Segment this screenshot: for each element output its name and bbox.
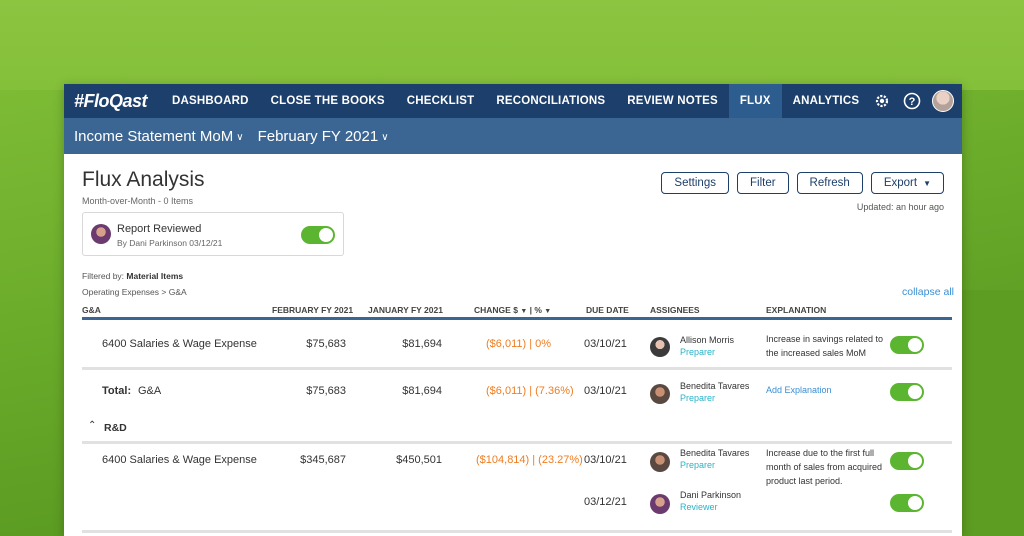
report-selector[interactable]: Income Statement MoM ∨ bbox=[74, 128, 244, 145]
explanation-text[interactable]: Increase due to the first full month of … bbox=[766, 448, 883, 486]
assignee-role: Preparer bbox=[680, 460, 716, 470]
feb-value: $345,687 bbox=[300, 454, 346, 466]
gear-icon[interactable] bbox=[872, 91, 892, 111]
row-divider bbox=[82, 367, 952, 370]
filter-summary: Filtered by: Material Items bbox=[82, 271, 183, 281]
add-explanation-link[interactable]: Add Explanation bbox=[766, 385, 832, 395]
assignee-name: Dani Parkinson bbox=[680, 490, 742, 500]
change-value: ($104,814) | (23.27%) bbox=[476, 454, 583, 466]
export-button[interactable]: Export ▼ bbox=[870, 172, 944, 194]
change-value: ($6,011) | 0% bbox=[486, 338, 552, 350]
header-january[interactable]: JANUARY FY 2021 bbox=[368, 305, 443, 315]
header-due-date[interactable]: DUE DATE bbox=[586, 305, 629, 315]
period-selector[interactable]: February FY 2021 ∨ bbox=[258, 128, 389, 145]
main-content: Flux Analysis Month-over-Month - 0 Items… bbox=[68, 154, 958, 536]
collapse-all-link[interactable]: collapse all bbox=[902, 286, 954, 298]
section-label: R&D bbox=[104, 422, 127, 434]
account-name: 6400 Salaries & Wage Expense bbox=[102, 338, 257, 350]
table-header: G&A FEBRUARY FY 2021 JANUARY FY 2021 CHA… bbox=[82, 302, 952, 320]
nav-close-the-books[interactable]: CLOSE THE BOOKS bbox=[270, 95, 385, 107]
filter-prefix: Filtered by: bbox=[82, 271, 125, 281]
change-value: ($6,011) | (7.36%) bbox=[486, 385, 574, 397]
caret-down-icon: ▼ bbox=[520, 308, 528, 315]
page-subtitle: Month-over-Month - 0 Items bbox=[82, 196, 194, 206]
header-change-label: CHANGE $ bbox=[474, 305, 518, 315]
due-date: 03/10/21 bbox=[584, 338, 627, 350]
nav-analytics[interactable]: ANALYTICS bbox=[792, 95, 860, 107]
app-window: #FloQast DASHBOARD CLOSE THE BOOKS CHECK… bbox=[64, 84, 962, 536]
header-pct-label: % bbox=[534, 305, 542, 315]
explanation-toggle[interactable] bbox=[890, 336, 924, 354]
avatar bbox=[650, 337, 670, 357]
svg-text:?: ? bbox=[909, 96, 916, 108]
caret-down-icon: ▼ bbox=[923, 178, 931, 188]
export-label: Export bbox=[883, 177, 918, 189]
jan-value: $81,694 bbox=[402, 338, 442, 350]
user-avatar[interactable] bbox=[932, 90, 954, 112]
assignee-name: Allison Morris bbox=[680, 335, 735, 345]
chevron-down-icon: ∨ bbox=[236, 131, 244, 143]
report-selector-label: Income Statement MoM bbox=[74, 127, 234, 145]
settings-button[interactable]: Settings bbox=[661, 172, 729, 194]
table-row-total[interactable]: Total: G&A $75,683 $81,694 ($6,011) | (7… bbox=[82, 372, 952, 412]
feb-value: $75,683 bbox=[306, 338, 346, 350]
breadcrumb: Operating Expenses > G&A bbox=[82, 287, 187, 297]
due-date: 03/10/21 bbox=[584, 454, 627, 466]
table-row[interactable]: 6400 Salaries & Wage Expense $345,687 $4… bbox=[82, 446, 952, 526]
assignee-role: Preparer bbox=[680, 347, 716, 357]
header-february[interactable]: FEBRUARY FY 2021 bbox=[272, 305, 354, 315]
nav-review-notes[interactable]: REVIEW NOTES bbox=[627, 95, 718, 107]
explanation-toggle[interactable] bbox=[890, 383, 924, 401]
page-title: Flux Analysis bbox=[82, 168, 205, 191]
floqast-logo: #FloQast bbox=[74, 90, 148, 111]
avatar bbox=[91, 224, 111, 244]
avatar bbox=[650, 494, 670, 514]
due-date: 03/12/21 bbox=[584, 496, 627, 508]
sub-navigation: Income Statement MoM ∨ February FY 2021 … bbox=[64, 118, 962, 154]
jan-value: $450,501 bbox=[396, 454, 442, 466]
explanation-toggle[interactable] bbox=[890, 452, 924, 470]
nav-flux[interactable]: FLUX bbox=[728, 84, 782, 118]
avatar bbox=[650, 384, 670, 404]
header-explanation: EXPLANATION bbox=[766, 305, 827, 315]
header-group: G&A bbox=[82, 305, 101, 315]
filter-button[interactable]: Filter bbox=[736, 172, 789, 194]
updated-timestamp: Updated: an hour ago bbox=[856, 202, 944, 212]
nav-reconciliations[interactable]: RECONCILIATIONS bbox=[496, 95, 606, 107]
row-divider bbox=[82, 530, 952, 533]
total-account: G&A bbox=[138, 385, 162, 397]
nav-checklist[interactable]: CHECKLIST bbox=[406, 95, 475, 107]
jan-value: $81,694 bbox=[402, 385, 442, 397]
due-date: 03/10/21 bbox=[584, 385, 627, 397]
assignee-role: Preparer bbox=[680, 393, 716, 403]
top-navigation: #FloQast DASHBOARD CLOSE THE BOOKS CHECK… bbox=[64, 84, 962, 118]
caret-down-icon: ▼ bbox=[544, 308, 552, 315]
period-selector-label: February FY 2021 bbox=[257, 127, 379, 145]
nav-dashboard[interactable]: DASHBOARD bbox=[172, 95, 249, 107]
assignee-role: Reviewer bbox=[680, 502, 718, 512]
chevron-down-icon: ∨ bbox=[381, 131, 389, 143]
help-icon[interactable]: ? bbox=[902, 91, 922, 111]
assignee-name: Benedita Tavares bbox=[680, 448, 750, 458]
chevron-up-icon[interactable]: ⌃ bbox=[88, 420, 97, 431]
filter-value: Material Items bbox=[126, 271, 184, 281]
total-label: Total: bbox=[102, 385, 132, 397]
explanation-text[interactable]: Increase in savings related to the incre… bbox=[766, 334, 884, 358]
header-assignees: ASSIGNEES bbox=[650, 305, 700, 315]
background-shape bbox=[954, 290, 1024, 536]
account-name: 6400 Salaries & Wage Expense bbox=[102, 454, 257, 466]
section-header-rd[interactable]: ⌃ R&D bbox=[82, 420, 952, 438]
refresh-button[interactable]: Refresh bbox=[796, 172, 863, 194]
review-title: Report Reviewed bbox=[117, 223, 202, 235]
review-toggle[interactable] bbox=[890, 494, 924, 512]
report-reviewed-card: Report Reviewed By Dani Parkinson 03/12/… bbox=[82, 212, 344, 256]
report-reviewed-toggle[interactable] bbox=[301, 226, 335, 244]
row-divider bbox=[82, 441, 952, 444]
table-row[interactable]: 6400 Salaries & Wage Expense $75,683 $81… bbox=[82, 322, 952, 366]
review-by: By Dani Parkinson 03/12/21 bbox=[117, 238, 223, 248]
feb-value: $75,683 bbox=[306, 385, 346, 397]
avatar bbox=[650, 452, 670, 472]
assignee-name: Benedita Tavares bbox=[680, 381, 750, 391]
header-change[interactable]: CHANGE $ ▼ | % ▼ bbox=[474, 305, 552, 315]
